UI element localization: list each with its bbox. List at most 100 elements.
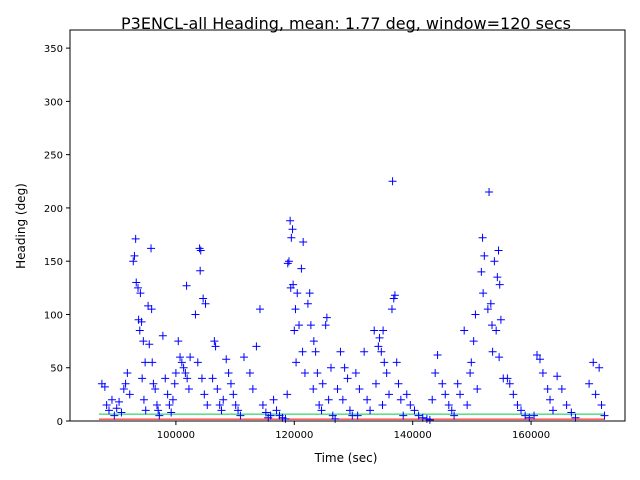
plus-marker	[117, 408, 126, 417]
plus-marker	[488, 347, 497, 356]
plus-marker	[488, 321, 497, 330]
plus-marker	[313, 369, 322, 378]
plus-marker	[433, 350, 442, 359]
plus-marker	[571, 413, 580, 422]
plus-marker	[478, 233, 487, 242]
plus-marker	[147, 244, 156, 253]
plus-marker	[546, 395, 555, 404]
y-tick-label: 300	[44, 97, 63, 108]
plus-marker	[138, 374, 147, 383]
y-tick-label: 200	[44, 204, 63, 215]
plus-marker	[217, 406, 226, 415]
plus-marker	[167, 408, 176, 417]
plus-marker	[318, 379, 327, 388]
plus-marker	[431, 369, 440, 378]
plus-marker	[266, 411, 275, 420]
plus-marker	[444, 401, 453, 410]
plus-marker	[591, 390, 600, 399]
plus-marker	[351, 369, 360, 378]
plus-marker	[112, 404, 121, 413]
plus-marker	[291, 305, 300, 314]
plus-marker	[333, 385, 342, 394]
plus-marker	[245, 369, 254, 378]
plus-marker	[360, 347, 369, 356]
plus-marker	[161, 374, 170, 383]
plus-marker	[463, 401, 472, 410]
plus-marker	[203, 401, 212, 410]
plus-marker	[252, 342, 261, 351]
plus-marker	[288, 225, 297, 234]
plus-marker	[467, 358, 476, 367]
plus-marker	[466, 369, 475, 378]
plus-marker	[382, 369, 391, 378]
plus-marker	[486, 299, 495, 308]
plus-marker	[195, 244, 204, 253]
plus-marker	[530, 411, 539, 420]
plus-marker	[345, 406, 354, 415]
plus-marker	[141, 406, 150, 415]
plus-marker	[154, 406, 163, 415]
plus-marker	[496, 315, 505, 324]
plus-marker	[186, 353, 195, 362]
plus-marker	[375, 333, 384, 342]
plus-marker	[306, 321, 315, 330]
y-tick-label: 100	[44, 310, 63, 321]
plus-marker	[236, 411, 245, 420]
plus-marker	[196, 266, 205, 275]
plus-marker	[441, 390, 450, 399]
plus-marker	[286, 216, 295, 225]
plus-marker	[562, 401, 571, 410]
plus-marker	[399, 411, 408, 420]
plus-marker	[105, 406, 114, 415]
plus-marker	[567, 408, 576, 417]
y-tick-label: 150	[44, 257, 63, 268]
plus-marker	[272, 406, 281, 415]
plus-marker	[298, 347, 307, 356]
plus-marker	[513, 401, 522, 410]
plus-marker	[471, 310, 480, 319]
plus-marker	[163, 390, 172, 399]
plus-marker	[317, 406, 326, 415]
plus-marker	[600, 411, 609, 420]
plus-marker	[473, 385, 482, 394]
plus-marker	[131, 234, 140, 243]
plus-marker	[340, 363, 349, 372]
y-tick-label: 250	[44, 151, 63, 162]
plus-marker	[213, 385, 222, 394]
plus-marker	[309, 337, 318, 346]
plus-marker	[226, 379, 235, 388]
plus-marker	[184, 385, 193, 394]
plus-marker	[168, 395, 177, 404]
plus-marker	[355, 385, 364, 394]
plus-marker	[123, 369, 132, 378]
plus-marker	[548, 406, 557, 415]
axes-frame	[69, 29, 626, 422]
plot-area: 100000 120000 140000 160000 0 50 100 150 200 250 3…	[44, 44, 609, 441]
plus-marker	[129, 257, 138, 266]
plus-marker	[119, 385, 128, 394]
plus-marker	[535, 355, 544, 364]
plus-marker	[389, 294, 398, 303]
plus-marker	[224, 369, 233, 378]
plus-marker	[290, 326, 299, 335]
x-tick-label: 160000	[512, 430, 550, 441]
plus-marker	[134, 283, 143, 292]
plus-marker	[494, 246, 503, 255]
plus-marker	[139, 337, 148, 346]
plus-marker	[261, 408, 270, 417]
chart-title: P3ENCL-all Heading, mean: 1.77 deg, wind…	[121, 14, 571, 33]
plus-marker	[269, 395, 278, 404]
plus-marker	[293, 289, 302, 298]
plus-marker	[331, 414, 340, 423]
plus-marker	[255, 305, 264, 314]
plus-marker	[517, 406, 526, 415]
plus-marker	[170, 379, 179, 388]
plus-marker	[326, 363, 335, 372]
plus-marker	[191, 310, 200, 319]
plus-marker	[338, 395, 347, 404]
plus-marker	[418, 413, 427, 422]
plus-marker	[374, 342, 383, 351]
plus-marker	[505, 379, 514, 388]
plus-marker	[171, 369, 180, 378]
